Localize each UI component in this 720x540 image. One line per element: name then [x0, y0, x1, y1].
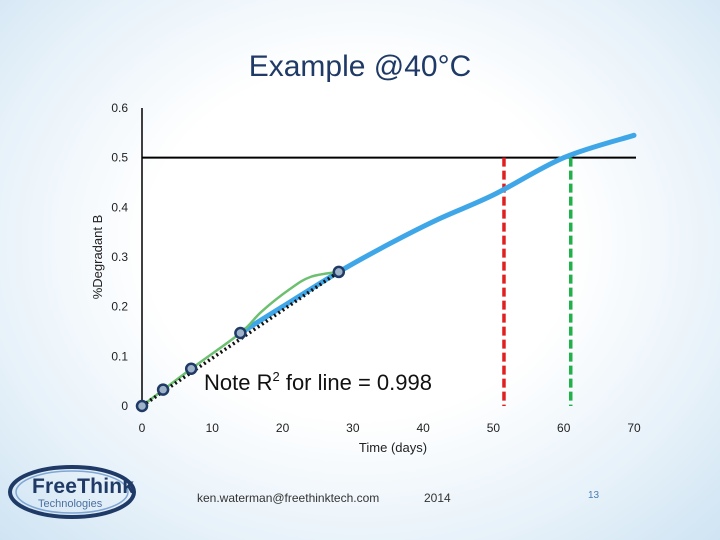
- footer-year: 2014: [424, 491, 451, 505]
- x-tick-label: 10: [206, 421, 220, 435]
- y-axis-title: %Degradant B: [90, 215, 105, 300]
- x-tick-label: 70: [627, 421, 641, 435]
- data-point: [184, 362, 198, 375]
- x-axis-title: Time (days): [359, 440, 427, 455]
- data-point: [156, 383, 170, 396]
- r-squared-annotation: Note R2 for line = 0.998: [204, 369, 432, 395]
- y-tick-label: 0.1: [111, 349, 128, 363]
- x-tick-label: 20: [276, 421, 290, 435]
- plot-area: 0 0.1 0.2 0.3 0.4 0.5 0.6 0 10 20 30 40 50 60 70 Time (…: [90, 101, 641, 455]
- y-tick-label: 0.6: [111, 101, 128, 115]
- annotation-superscript: 2: [272, 369, 279, 384]
- x-tick-label: 40: [416, 421, 430, 435]
- footer-email: ken.waterman@freethinktech.com: [197, 491, 380, 505]
- page-number: 13: [588, 490, 600, 501]
- y-tick-label: 0.2: [111, 300, 128, 314]
- slide-title: Example @40°C: [248, 50, 472, 83]
- annotation-tail: for line = 0.998: [280, 370, 432, 395]
- logo-swoosh-icon: [8, 465, 136, 519]
- y-tick-label: 0.3: [111, 250, 128, 264]
- x-tick-label: 30: [346, 421, 360, 435]
- x-tick-label: 50: [487, 421, 501, 435]
- data-point: [332, 265, 346, 279]
- projection-curve: [237, 132, 637, 336]
- data-point: [135, 399, 149, 413]
- x-tick-label: 60: [557, 421, 571, 435]
- y-tick-label: 0.4: [111, 200, 128, 214]
- data-point: [234, 326, 247, 340]
- freethink-logo: [6, 462, 148, 526]
- y-tick-label: 0: [121, 399, 128, 413]
- logo-subtitle: Technologies: [38, 498, 103, 510]
- y-tick-label: 0.5: [111, 151, 128, 165]
- logo-brand: FreeThink: [32, 475, 135, 498]
- x-tick-label: 0: [139, 421, 146, 435]
- annotation-text: Note R: [204, 370, 272, 395]
